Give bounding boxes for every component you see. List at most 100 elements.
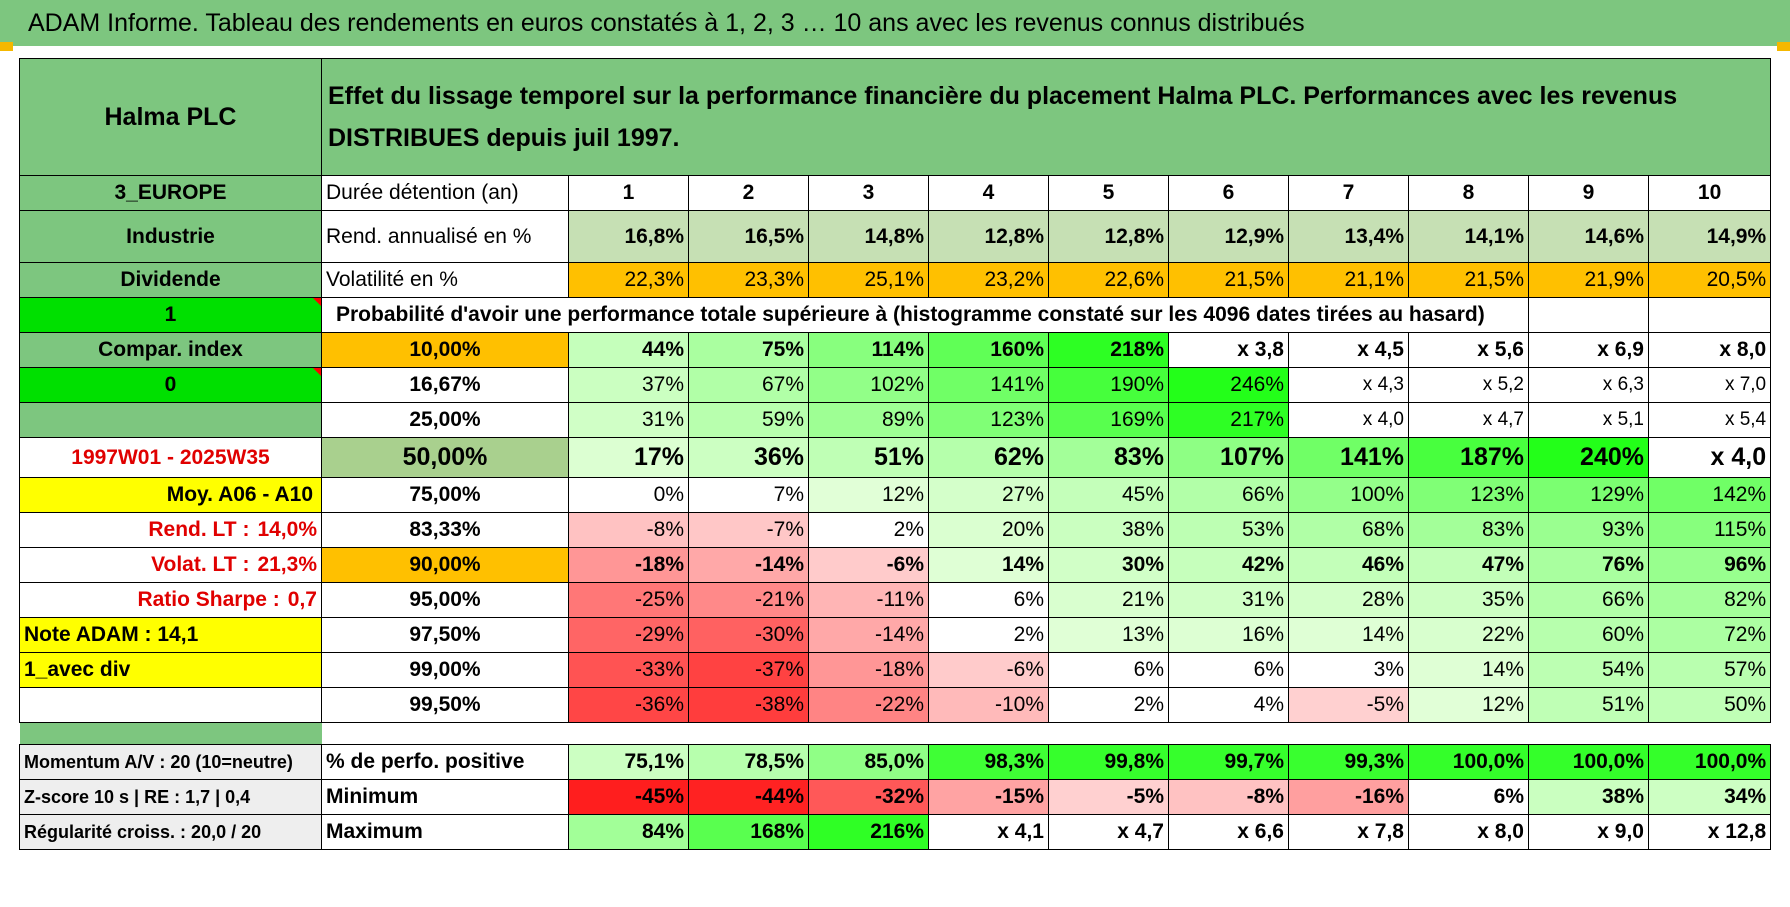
perf-cell: 190%	[1048, 367, 1169, 403]
positive-perf-value: 100,0%	[1408, 744, 1529, 780]
perf-cell: 3%	[1288, 652, 1409, 688]
perf-cell: 47%	[1408, 547, 1529, 583]
maximum-value: x 12,8	[1647, 814, 1772, 850]
perf-cell: 115%	[1647, 512, 1772, 548]
perf-cell: x 8,0	[1647, 332, 1772, 368]
perf-cell: 62%	[928, 437, 1049, 478]
vol-label: Volatilité en %	[321, 262, 569, 298]
year-header: 9	[1528, 175, 1649, 211]
rend-value: 12,8%	[1048, 210, 1169, 263]
stat-label: Momentum A/V : 20 (10=neutre)	[19, 744, 322, 780]
perf-cell: 22%	[1408, 617, 1529, 653]
prob-empty-cell	[1528, 297, 1649, 333]
perf-cell: 68%	[1288, 512, 1409, 548]
perf-cell: 160%	[928, 332, 1049, 368]
maximum-value: x 6,6	[1168, 814, 1289, 850]
region-label: 3_EUROPE	[19, 175, 322, 211]
perf-cell: 114%	[808, 332, 929, 368]
row-label: Minimum	[321, 779, 569, 815]
perf-cell: x 5,1	[1528, 402, 1649, 438]
perf-cell: x 6,9	[1528, 332, 1649, 368]
percentile-label: 25,00%	[321, 402, 569, 438]
side-empty-cell	[19, 402, 322, 438]
period-label: 1997W01 - 2025W35	[19, 437, 322, 478]
perf-cell: 89%	[808, 402, 929, 438]
perf-cell: 59%	[688, 402, 809, 438]
year-header: 7	[1288, 175, 1409, 211]
performance-table: Halma PLC Effet du lissage temporel sur …	[19, 58, 1772, 850]
spacer-cell	[322, 723, 1771, 745]
perf-cell: 16%	[1168, 617, 1289, 653]
year-header: 4	[928, 175, 1049, 211]
vol-value: 22,6%	[1048, 262, 1169, 298]
perf-cell: -18%	[808, 652, 929, 688]
year-header: 2	[688, 175, 809, 211]
perf-cell: -14%	[688, 547, 809, 583]
perf-cell: -36%	[568, 687, 689, 723]
perf-cell: 14%	[1408, 652, 1529, 688]
vol-value: 21,5%	[1168, 262, 1289, 298]
perf-cell: -18%	[568, 547, 689, 583]
perf-cell: -11%	[808, 582, 929, 618]
perf-cell: 28%	[1288, 582, 1409, 618]
perf-cell: 4%	[1168, 687, 1289, 723]
perf-cell: 14%	[928, 547, 1049, 583]
maximum-value: x 8,0	[1408, 814, 1529, 850]
perf-cell: 20%	[928, 512, 1049, 548]
perf-cell: 51%	[1528, 687, 1649, 723]
perf-cell: -22%	[808, 687, 929, 723]
perf-cell: 102%	[808, 367, 929, 403]
row-label: % de perfo. positive	[321, 744, 569, 780]
minimum-value: -5%	[1048, 779, 1169, 815]
perf-cell: 100%	[1288, 477, 1409, 513]
perf-cell: 0%	[568, 477, 689, 513]
positive-perf-value: 100,0%	[1647, 744, 1772, 780]
perf-cell: 83%	[1048, 437, 1169, 478]
perf-cell: 141%	[928, 367, 1049, 403]
positive-perf-value: 98,3%	[928, 744, 1049, 780]
percentile-label: 95,00%	[321, 582, 569, 618]
perf-cell: 17%	[568, 437, 689, 478]
perf-cell: x 5,2	[1408, 367, 1529, 403]
adam-note: Note ADAM : 14,1	[19, 617, 322, 653]
dividend-mode: 1_avec div	[19, 652, 322, 688]
dividend-label: Dividende	[19, 262, 322, 298]
perf-cell: -21%	[688, 582, 809, 618]
perf-cell: 83%	[1408, 512, 1529, 548]
perf-cell: x 6,3	[1528, 367, 1649, 403]
perf-cell: -6%	[928, 652, 1049, 688]
maximum-value: x 9,0	[1528, 814, 1649, 850]
rend-value: 12,9%	[1168, 210, 1289, 263]
perf-cell: -37%	[688, 652, 809, 688]
percentile-label: 99,00%	[321, 652, 569, 688]
rend-value: 14,8%	[808, 210, 929, 263]
corner-marker-left	[0, 42, 13, 51]
percentile-label: 50,00%	[321, 437, 569, 478]
perf-cell: 123%	[1408, 477, 1529, 513]
perf-cell: -30%	[688, 617, 809, 653]
positive-perf-value: 99,3%	[1288, 744, 1409, 780]
rend-value: 14,6%	[1528, 210, 1649, 263]
minimum-value: -8%	[1168, 779, 1289, 815]
percentile-label: 16,67%	[321, 367, 569, 403]
side-empty-cell	[19, 687, 322, 723]
perf-cell: 14%	[1288, 617, 1409, 653]
perf-cell: 6%	[1168, 652, 1289, 688]
minimum-value: -32%	[808, 779, 929, 815]
perf-cell: -8%	[568, 512, 689, 548]
sharpe-ratio-value: 0,7	[287, 588, 317, 611]
positive-perf-value: 100,0%	[1528, 744, 1649, 780]
perf-cell: 240%	[1528, 437, 1649, 478]
year-header: 10	[1647, 175, 1772, 211]
year-header: 8	[1408, 175, 1529, 211]
perf-cell: 53%	[1168, 512, 1289, 548]
rend-lt-cell: Rend. LT : 14,0%	[19, 512, 322, 548]
company-name: Halma PLC	[19, 58, 322, 176]
rend-value: 13,4%	[1288, 210, 1409, 263]
prob-empty-cell	[1647, 297, 1772, 333]
volat-lt-value: 21,3%	[257, 553, 317, 576]
perf-cell: 2%	[1048, 687, 1169, 723]
perf-cell: 51%	[808, 437, 929, 478]
perf-cell: -25%	[568, 582, 689, 618]
perf-cell: -38%	[688, 687, 809, 723]
